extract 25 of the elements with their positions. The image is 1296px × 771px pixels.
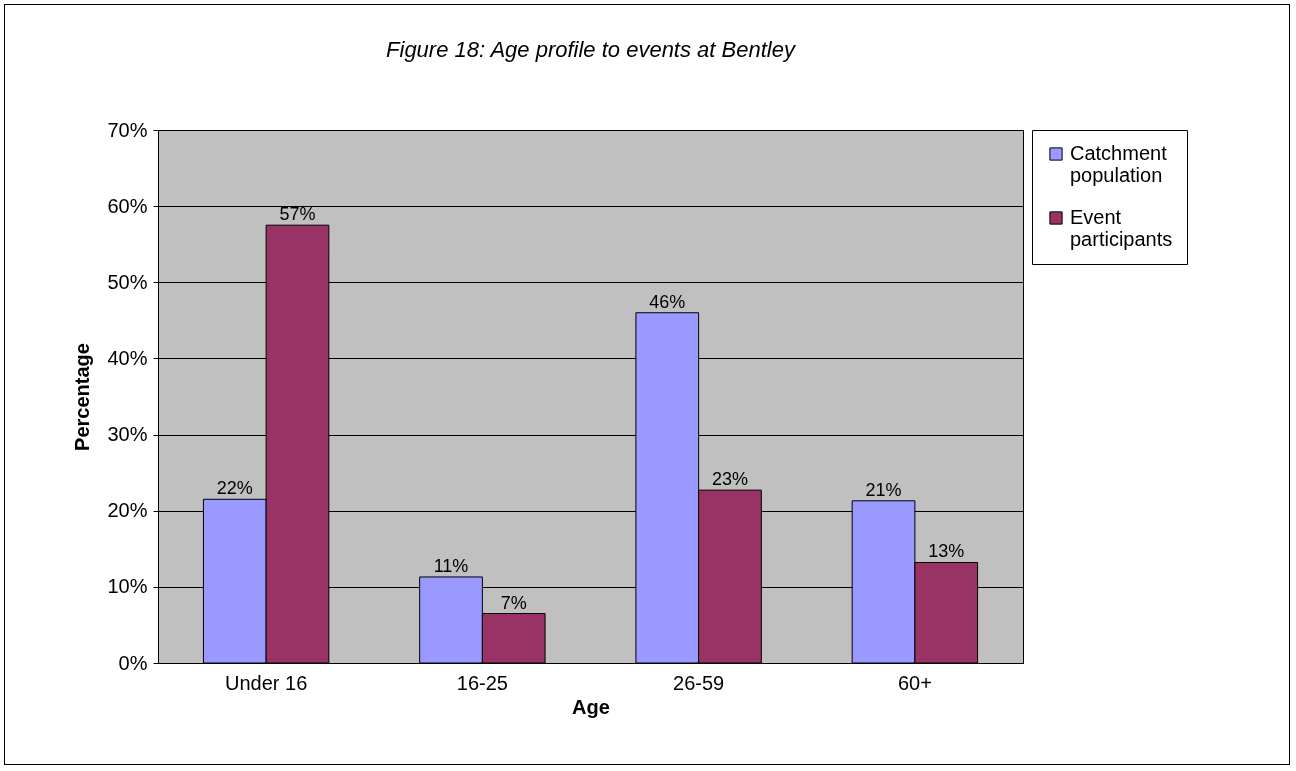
x-tick-label: Under 16 (224, 671, 308, 694)
y-tick-label: 20% (107, 499, 148, 522)
legend-label: Catchment population (1070, 142, 1168, 186)
y-tick-label: 50% (107, 270, 148, 293)
x-tick-label: 60+ (897, 671, 932, 694)
y-tick-label: 30% (107, 423, 148, 446)
data-label: 22% (216, 478, 253, 499)
data-label: 21% (865, 479, 902, 500)
data-label: 11% (433, 555, 469, 576)
x-tick-label: 26-59 (673, 671, 725, 694)
data-label: 57% (279, 204, 316, 225)
data-label: 23% (711, 469, 748, 490)
y-tick-label: 70% (107, 118, 148, 141)
x-tick-label: 16-25 (456, 671, 508, 694)
chart-title: Figure 18: Age profile to events at Bentley (386, 37, 797, 62)
data-label: 7% (500, 592, 527, 613)
y-tick-label: 10% (107, 575, 148, 598)
data-label: 46% (649, 291, 686, 312)
data-label: 13% (928, 541, 965, 562)
y-tick-label: 40% (107, 346, 148, 369)
y-tick-label: 60% (107, 194, 148, 217)
y-tick-label: 0% (118, 651, 148, 674)
x-axis-title: Age (572, 695, 610, 718)
legend-label: Event participants (1070, 206, 1173, 250)
y-axis-title: Percentage (71, 343, 94, 451)
